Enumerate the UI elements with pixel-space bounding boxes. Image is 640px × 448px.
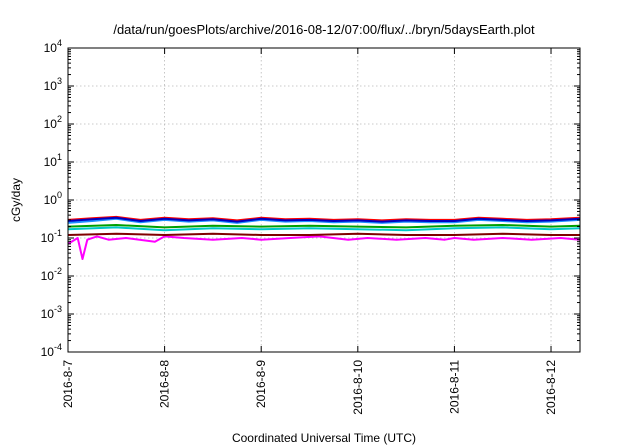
y-tick-label: 102 <box>44 114 62 131</box>
x-tick-label: 2016-8-10 <box>351 360 365 415</box>
x-tick-label: 2016-8-7 <box>61 360 75 408</box>
y-tick-labels: 10-4 10-3 10-2 10-1 100 101 102 103 104 <box>41 38 62 359</box>
y-axis-label: cGy/day <box>9 178 23 222</box>
y-tick-label: 10-4 <box>41 342 62 359</box>
series-line-6 <box>67 215 581 222</box>
series-line-4 <box>67 224 581 229</box>
series-line-5 <box>67 217 581 224</box>
y-tick-label: 103 <box>44 76 62 93</box>
y-tick-label: 10-2 <box>41 266 62 283</box>
x-tick-labels: 2016-8-7 2016-8-8 2016-8-9 2016-8-10 2016-8-… <box>61 360 558 415</box>
y-tick-label: 100 <box>44 190 62 207</box>
series-line-1 <box>67 235 581 260</box>
series-line-7 <box>67 216 581 223</box>
y-tick-label: 101 <box>44 152 62 169</box>
grid <box>68 48 580 352</box>
series-line-2 <box>67 232 580 236</box>
axis-ticks <box>67 47 580 353</box>
y-tick-label: 10-1 <box>41 228 62 245</box>
x-tick-label: 2016-8-12 <box>544 360 558 415</box>
y-tick-label: 104 <box>44 38 62 55</box>
x-tick-label: 2016-8-9 <box>254 360 268 408</box>
series-lines <box>67 215 581 260</box>
x-tick-label: 2016-8-11 <box>447 360 461 414</box>
chart-title: /data/run/goesPlots/archive/2016-08-12/0… <box>113 22 535 37</box>
x-axis-label: Coordinated Universal Time (UTC) <box>232 431 416 445</box>
x-tick-label: 2016-8-8 <box>158 360 172 408</box>
y-tick-label: 10-3 <box>41 304 62 321</box>
series-line-3 <box>67 226 581 232</box>
